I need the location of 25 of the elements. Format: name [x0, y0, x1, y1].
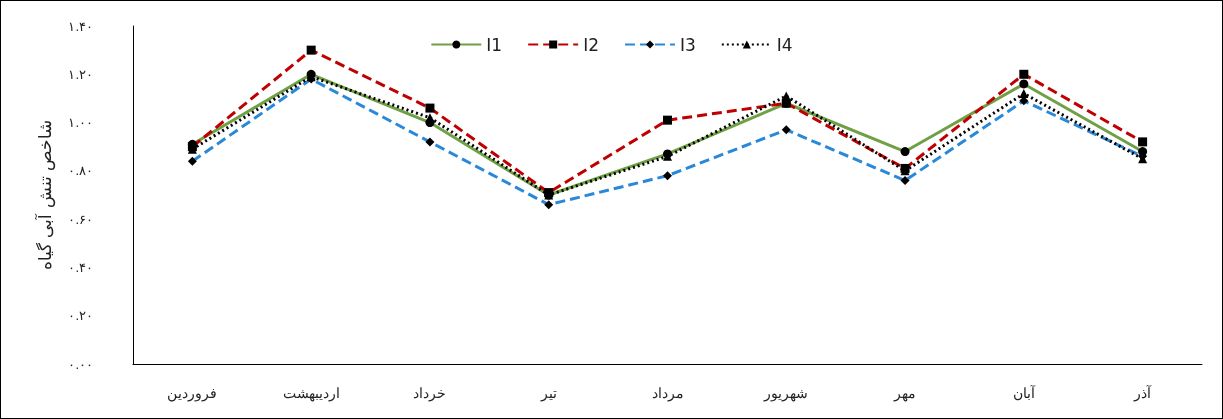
x-tick-label: اردیبهشت	[282, 385, 340, 402]
y-tick-label: ۰.۶۰	[68, 211, 93, 227]
x-tick-label: مرداد	[651, 385, 684, 402]
legend-label: I1	[486, 34, 503, 55]
y-tick-label: ۰.۰۰	[68, 356, 93, 372]
y-tick-label: ۱.۰۰	[68, 115, 93, 131]
legend-label: I4	[776, 34, 793, 55]
y-tick-label: ۱.۲۰	[68, 66, 93, 82]
x-tick-label: خرداد	[413, 385, 447, 402]
point	[781, 91, 791, 101]
x-tick-label: مهر	[893, 385, 917, 402]
legend-label: I2	[583, 34, 600, 55]
x-tick-label: آبان	[1012, 384, 1036, 401]
point	[1019, 89, 1029, 99]
y-tick-label: ۰.۴۰	[68, 259, 93, 275]
y-tick-label: ۰.۲۰	[68, 308, 93, 324]
y-tick-label: ۱.۴۰	[68, 18, 93, 34]
y-axis-title: شاخص تنش آبی گیاه	[33, 119, 56, 271]
y-tick-label: ۰.۸۰	[68, 163, 93, 179]
point	[425, 113, 435, 123]
x-tick-label: شهریور	[763, 385, 809, 402]
x-tick-label: آذر	[1133, 384, 1153, 402]
x-tick-label: تیر	[539, 385, 557, 402]
legend-label: I3	[680, 34, 696, 55]
x-tick-label: فروردین	[167, 385, 218, 402]
